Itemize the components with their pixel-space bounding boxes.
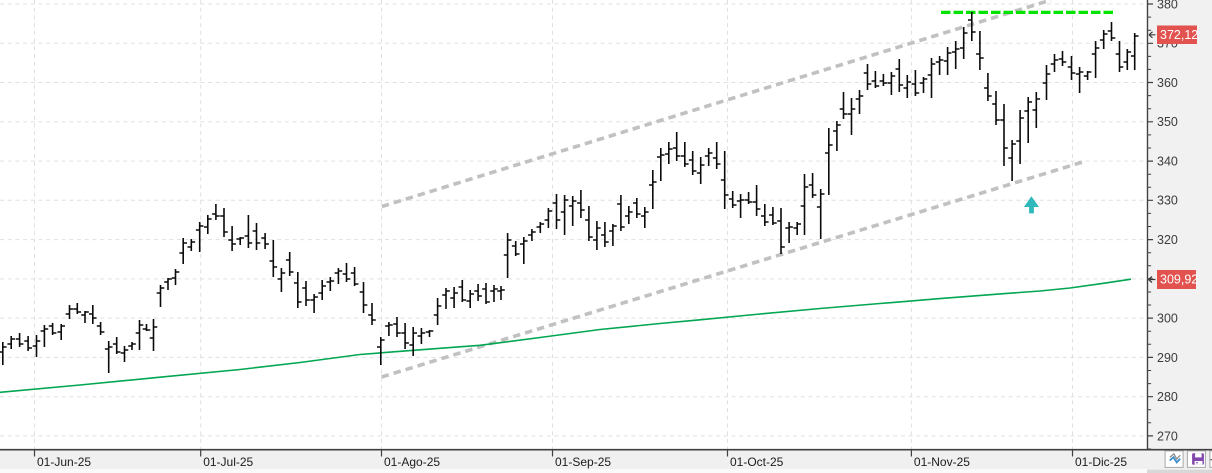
svg-text:280: 280 — [1157, 390, 1178, 404]
svg-text:350: 350 — [1157, 115, 1178, 129]
svg-text:01-Nov-25: 01-Nov-25 — [914, 455, 970, 469]
svg-text:290: 290 — [1157, 351, 1178, 365]
svg-text:372,12: 372,12 — [1160, 28, 1198, 42]
svg-text:01-Ago-25: 01-Ago-25 — [384, 455, 440, 469]
svg-text:320: 320 — [1157, 233, 1178, 247]
svg-text:380: 380 — [1157, 0, 1178, 11]
svg-text:01-Oct-25: 01-Oct-25 — [730, 455, 784, 469]
svg-text:330: 330 — [1157, 194, 1178, 208]
svg-text:360: 360 — [1157, 76, 1178, 90]
svg-text:270: 270 — [1157, 429, 1178, 443]
svg-text:01-Jun-25: 01-Jun-25 — [37, 455, 91, 469]
svg-text:340: 340 — [1157, 155, 1178, 169]
svg-text:01-Dic-25: 01-Dic-25 — [1075, 455, 1127, 469]
svg-text:01-Jul-25: 01-Jul-25 — [203, 455, 253, 469]
svg-text:309,92: 309,92 — [1160, 273, 1198, 287]
svg-text:01-Sep-25: 01-Sep-25 — [555, 455, 611, 469]
svg-text:300: 300 — [1157, 312, 1178, 326]
